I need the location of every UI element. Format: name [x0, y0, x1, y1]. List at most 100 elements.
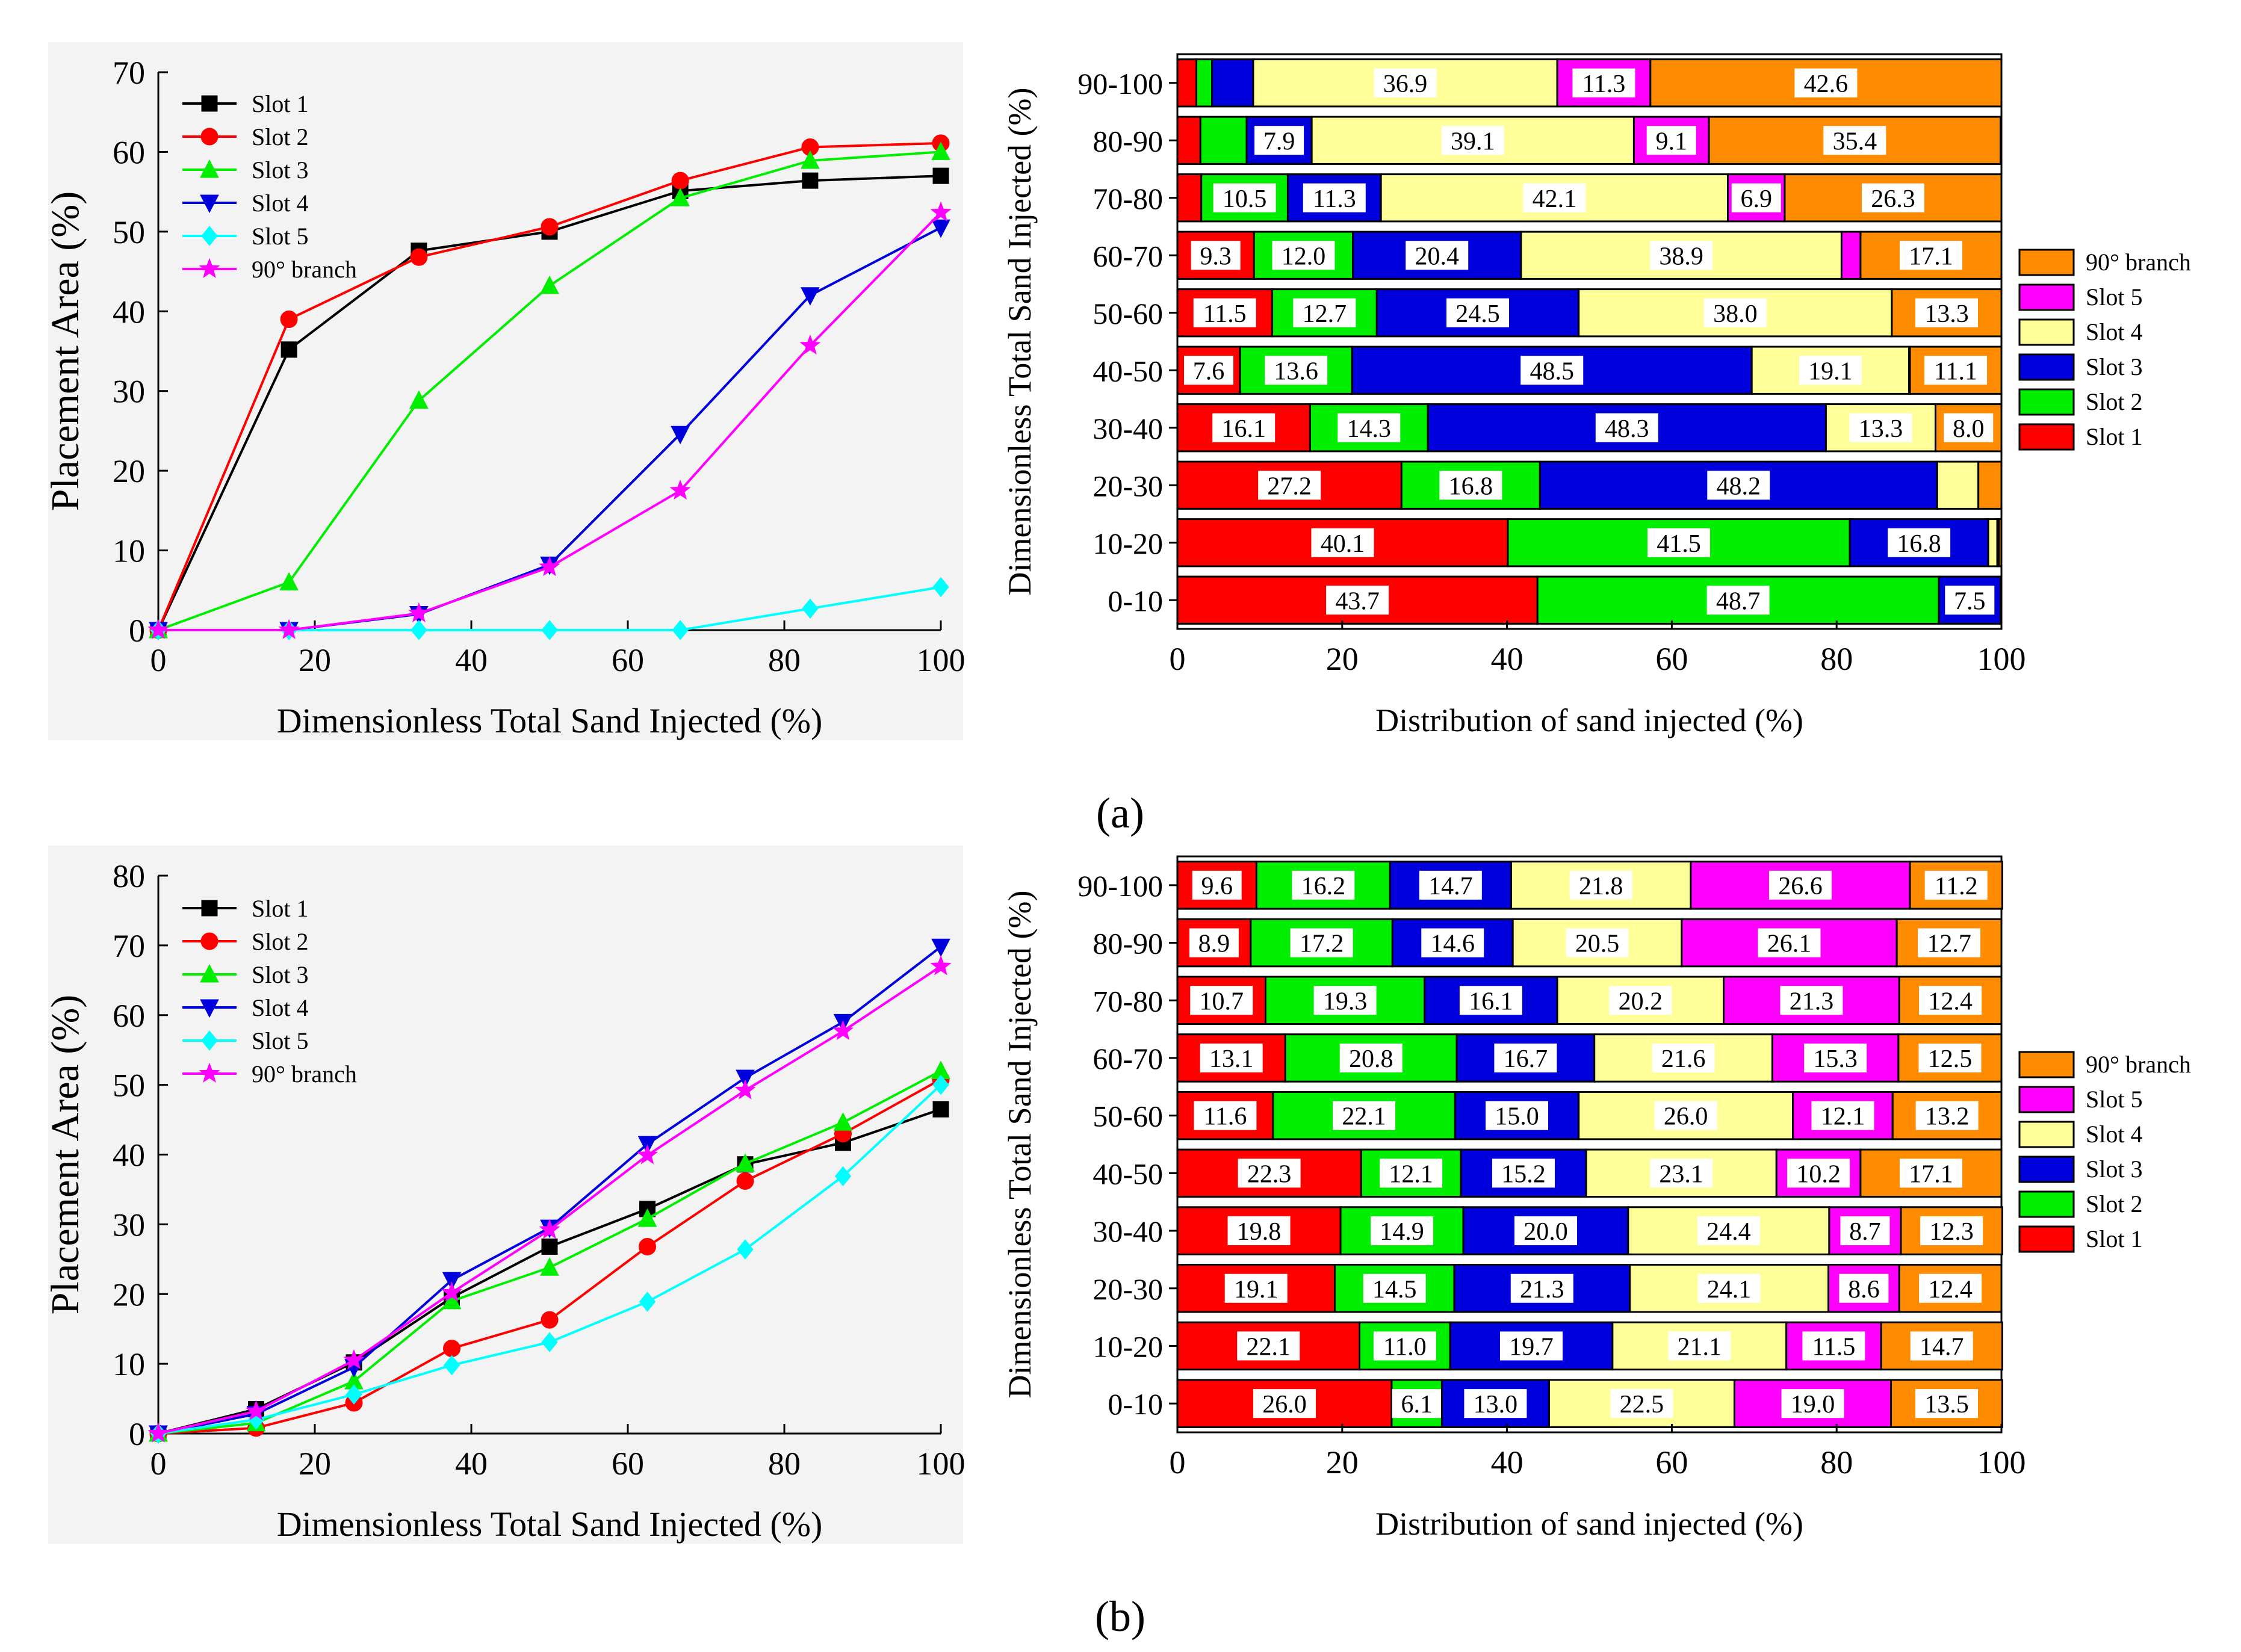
- a-bar-value-label-0-10-slot-3: 7.5: [1954, 587, 1986, 615]
- b-line-legend-marker-slot-4: [200, 999, 219, 1018]
- a-bar-category-label: 40-50: [1093, 354, 1163, 388]
- b-bar-legend-label-slot-3: Slot 3: [2086, 1155, 2142, 1183]
- a-line-legend-label-slot-1: Slot 1: [252, 90, 308, 117]
- a-bar-value-label-bg: [1707, 471, 1770, 500]
- a-bar-value-label-40-50-slot-1: 7.6: [1193, 357, 1225, 385]
- a-bar-value-label-50-60-slot-3: 24.5: [1455, 300, 1500, 328]
- a-bar-x-tick-label: 40: [1491, 641, 1523, 677]
- a-line-legend-marker-slot-3: [200, 159, 219, 178]
- a-bar-legend-swatch-slot-3: [2018, 353, 2075, 381]
- b-bar-y-axis-title: Dimensionless Total Sand Injected (%): [1002, 890, 1038, 1398]
- b-bar-value-label-80-90-slot-1: 8.9: [1198, 930, 1230, 958]
- b-bar-value-label-bg: [1371, 1216, 1434, 1246]
- a-bar-value-label-60-70-slot-4: 38.9: [1659, 243, 1703, 270]
- a-bar-legend-swatch-slot-5: [2018, 283, 2075, 311]
- b-bar-value-label-70-80-slot-3: 16.1: [1469, 988, 1513, 1015]
- b-bar-value-label-10-20-slot-2: 11.0: [1383, 1333, 1427, 1361]
- b-bar-x-tick-label: 100: [1977, 1444, 2026, 1480]
- b-line-point-90-branch: [636, 1144, 659, 1165]
- b-bar-value-label-60-70-slot-4: 21.6: [1661, 1045, 1706, 1073]
- b-bar-x-axis-title: Distribution of sand injected (%): [1375, 1506, 1803, 1542]
- b-bar-value-label-40-50-slot-3: 15.2: [1501, 1160, 1546, 1188]
- b-bar-value-label-60-70-slot-5: 15.3: [1813, 1045, 1858, 1073]
- b-bar-value-label-90-100-slot-2: 16.2: [1301, 873, 1346, 900]
- b-bar-value-label-80-90-slot-3: 14.6: [1430, 930, 1475, 958]
- chart-a-placement-area: 0 20 40 60 80 100 0 10 20 30 40 50 60 70 Dimensionless…: [43, 42, 966, 740]
- b-bar-category-label: 40-50: [1093, 1157, 1163, 1190]
- b-bar-value-label-bg: [1459, 986, 1522, 1015]
- b-bar-value-label-bg: [1486, 1101, 1549, 1130]
- b-line-y-tick-label: 0: [129, 1416, 145, 1452]
- b-line-x-tick-label: 40: [455, 1446, 488, 1482]
- a-bar-value-label-10-20-slot-2: 41.5: [1657, 530, 1701, 558]
- b-bar-x-tick-label: 40: [1491, 1444, 1523, 1480]
- a-line-point-slot-2: [671, 172, 689, 190]
- a-bar-value-label-60-70-slot-2: 12.0: [1282, 243, 1326, 270]
- b-line-point-slot-3: [833, 1112, 853, 1131]
- b-bar-value-label-90-100-slot-3: 14.7: [1428, 873, 1473, 900]
- b-bar-value-label-bg: [1610, 1389, 1673, 1418]
- b-bar-value-label-20-30-slot-2: 14.5: [1372, 1276, 1417, 1304]
- a-bar-value-label-bg: [1731, 183, 1781, 212]
- b-bar-value-label-30-40-slot-5: 8.7: [1849, 1218, 1881, 1246]
- a-line-point-slot-2: [541, 218, 559, 236]
- a-bar-value-label-bg: [1254, 126, 1304, 155]
- b-bar-value-label-bg: [1787, 1159, 1850, 1188]
- b-bar-value-label-50-60-slot-5: 12.1: [1821, 1103, 1865, 1131]
- b-line-y-tick-label: 50: [113, 1068, 145, 1104]
- b-bar-value-label-bg: [1569, 870, 1632, 900]
- a-bar-value-label-bg: [1212, 413, 1275, 442]
- b-bar-x-tick-label: 60: [1655, 1444, 1688, 1480]
- b-bar-value-label-20-30-slot-3: 21.3: [1520, 1276, 1564, 1304]
- a-bar-value-label-bg: [1861, 183, 1924, 212]
- a-bar-x-tick-label: 0: [1170, 641, 1186, 677]
- b-bar-value-label-bg: [1697, 1273, 1761, 1303]
- a-bar-x-tick-label: 80: [1820, 641, 1853, 677]
- a-line-point-slot-3: [540, 275, 559, 294]
- a-bar-bar-10-20-90-branch: [1998, 518, 2003, 568]
- b-bar-value-label-90-100-slot-4: 21.8: [1579, 873, 1623, 900]
- b-line-point-slot-4: [442, 1272, 462, 1291]
- a-bar-value-label-bg: [1439, 471, 1502, 500]
- b-bar-value-label-bg: [1494, 1043, 1557, 1072]
- b-bar-value-label-bg: [1224, 1273, 1288, 1303]
- b-bar-x-tick-label: 20: [1326, 1444, 1359, 1480]
- a-bar-value-label-90-100-90-branch: 42.6: [1804, 70, 1849, 98]
- a-bar-bar-20-30-slot-4: [1936, 460, 1980, 510]
- b-line-legend-label-slot-5: Slot 5: [252, 1027, 308, 1054]
- b-line-point-90-branch: [930, 955, 952, 976]
- b-bar-value-label-0-10-slot-5: 19.0: [1791, 1391, 1835, 1418]
- b-bar-value-label-bg: [1758, 928, 1821, 957]
- b-bar-value-label-40-50-slot-4: 23.1: [1659, 1160, 1703, 1188]
- b-bar-x-tick-label: 80: [1820, 1444, 1853, 1480]
- a-bar-value-label-bg: [1888, 528, 1951, 557]
- a-bar-value-label-80-90-90-branch: 35.4: [1833, 128, 1877, 155]
- b-bar-value-label-bg: [1227, 1216, 1291, 1246]
- b-bar-value-label-bg: [1915, 1101, 1979, 1130]
- b-line-point-slot-1: [932, 1101, 949, 1118]
- b-bar-value-label-bg: [1566, 928, 1629, 957]
- a-line-legend-marker-slot-4: [200, 194, 219, 214]
- a-bar-value-label-20-30-slot-2: 16.8: [1449, 472, 1493, 500]
- b-bar-value-label-bg: [1919, 1273, 1982, 1303]
- b-bar-value-label-50-60-90-branch: 13.2: [1925, 1103, 1970, 1131]
- b-line-point-slot-4: [736, 1069, 755, 1089]
- a-line-point-slot-1: [932, 167, 949, 184]
- b-bar-value-label-bg: [1510, 1273, 1573, 1303]
- a-bar-value-label-80-90-slot-4: 39.1: [1451, 128, 1495, 155]
- b-line-point-slot-5: [443, 1355, 460, 1376]
- a-bar-bar-80-90-slot-2: [1199, 116, 1248, 165]
- a-line-point-90-branch: [799, 334, 821, 355]
- b-bar-bar-70-80-90-branch: [1898, 976, 2003, 1025]
- a-bar-value-label-bg: [1303, 183, 1366, 212]
- a-bar-category-label: 80-90: [1093, 124, 1163, 158]
- b-bar-category-label: 80-90: [1093, 927, 1163, 961]
- b-line-point-90-branch: [147, 1422, 169, 1443]
- b-bar-legend-label-90-branch: 90° branch: [2086, 1051, 2191, 1078]
- b-bar-category-label: 50-60: [1093, 1100, 1163, 1133]
- b-line-point-90-branch: [441, 1281, 463, 1302]
- b-bar-value-label-bg: [1363, 1273, 1426, 1303]
- a-bar-value-label-bg: [1794, 68, 1858, 97]
- b-line-point-90-branch: [832, 1019, 854, 1041]
